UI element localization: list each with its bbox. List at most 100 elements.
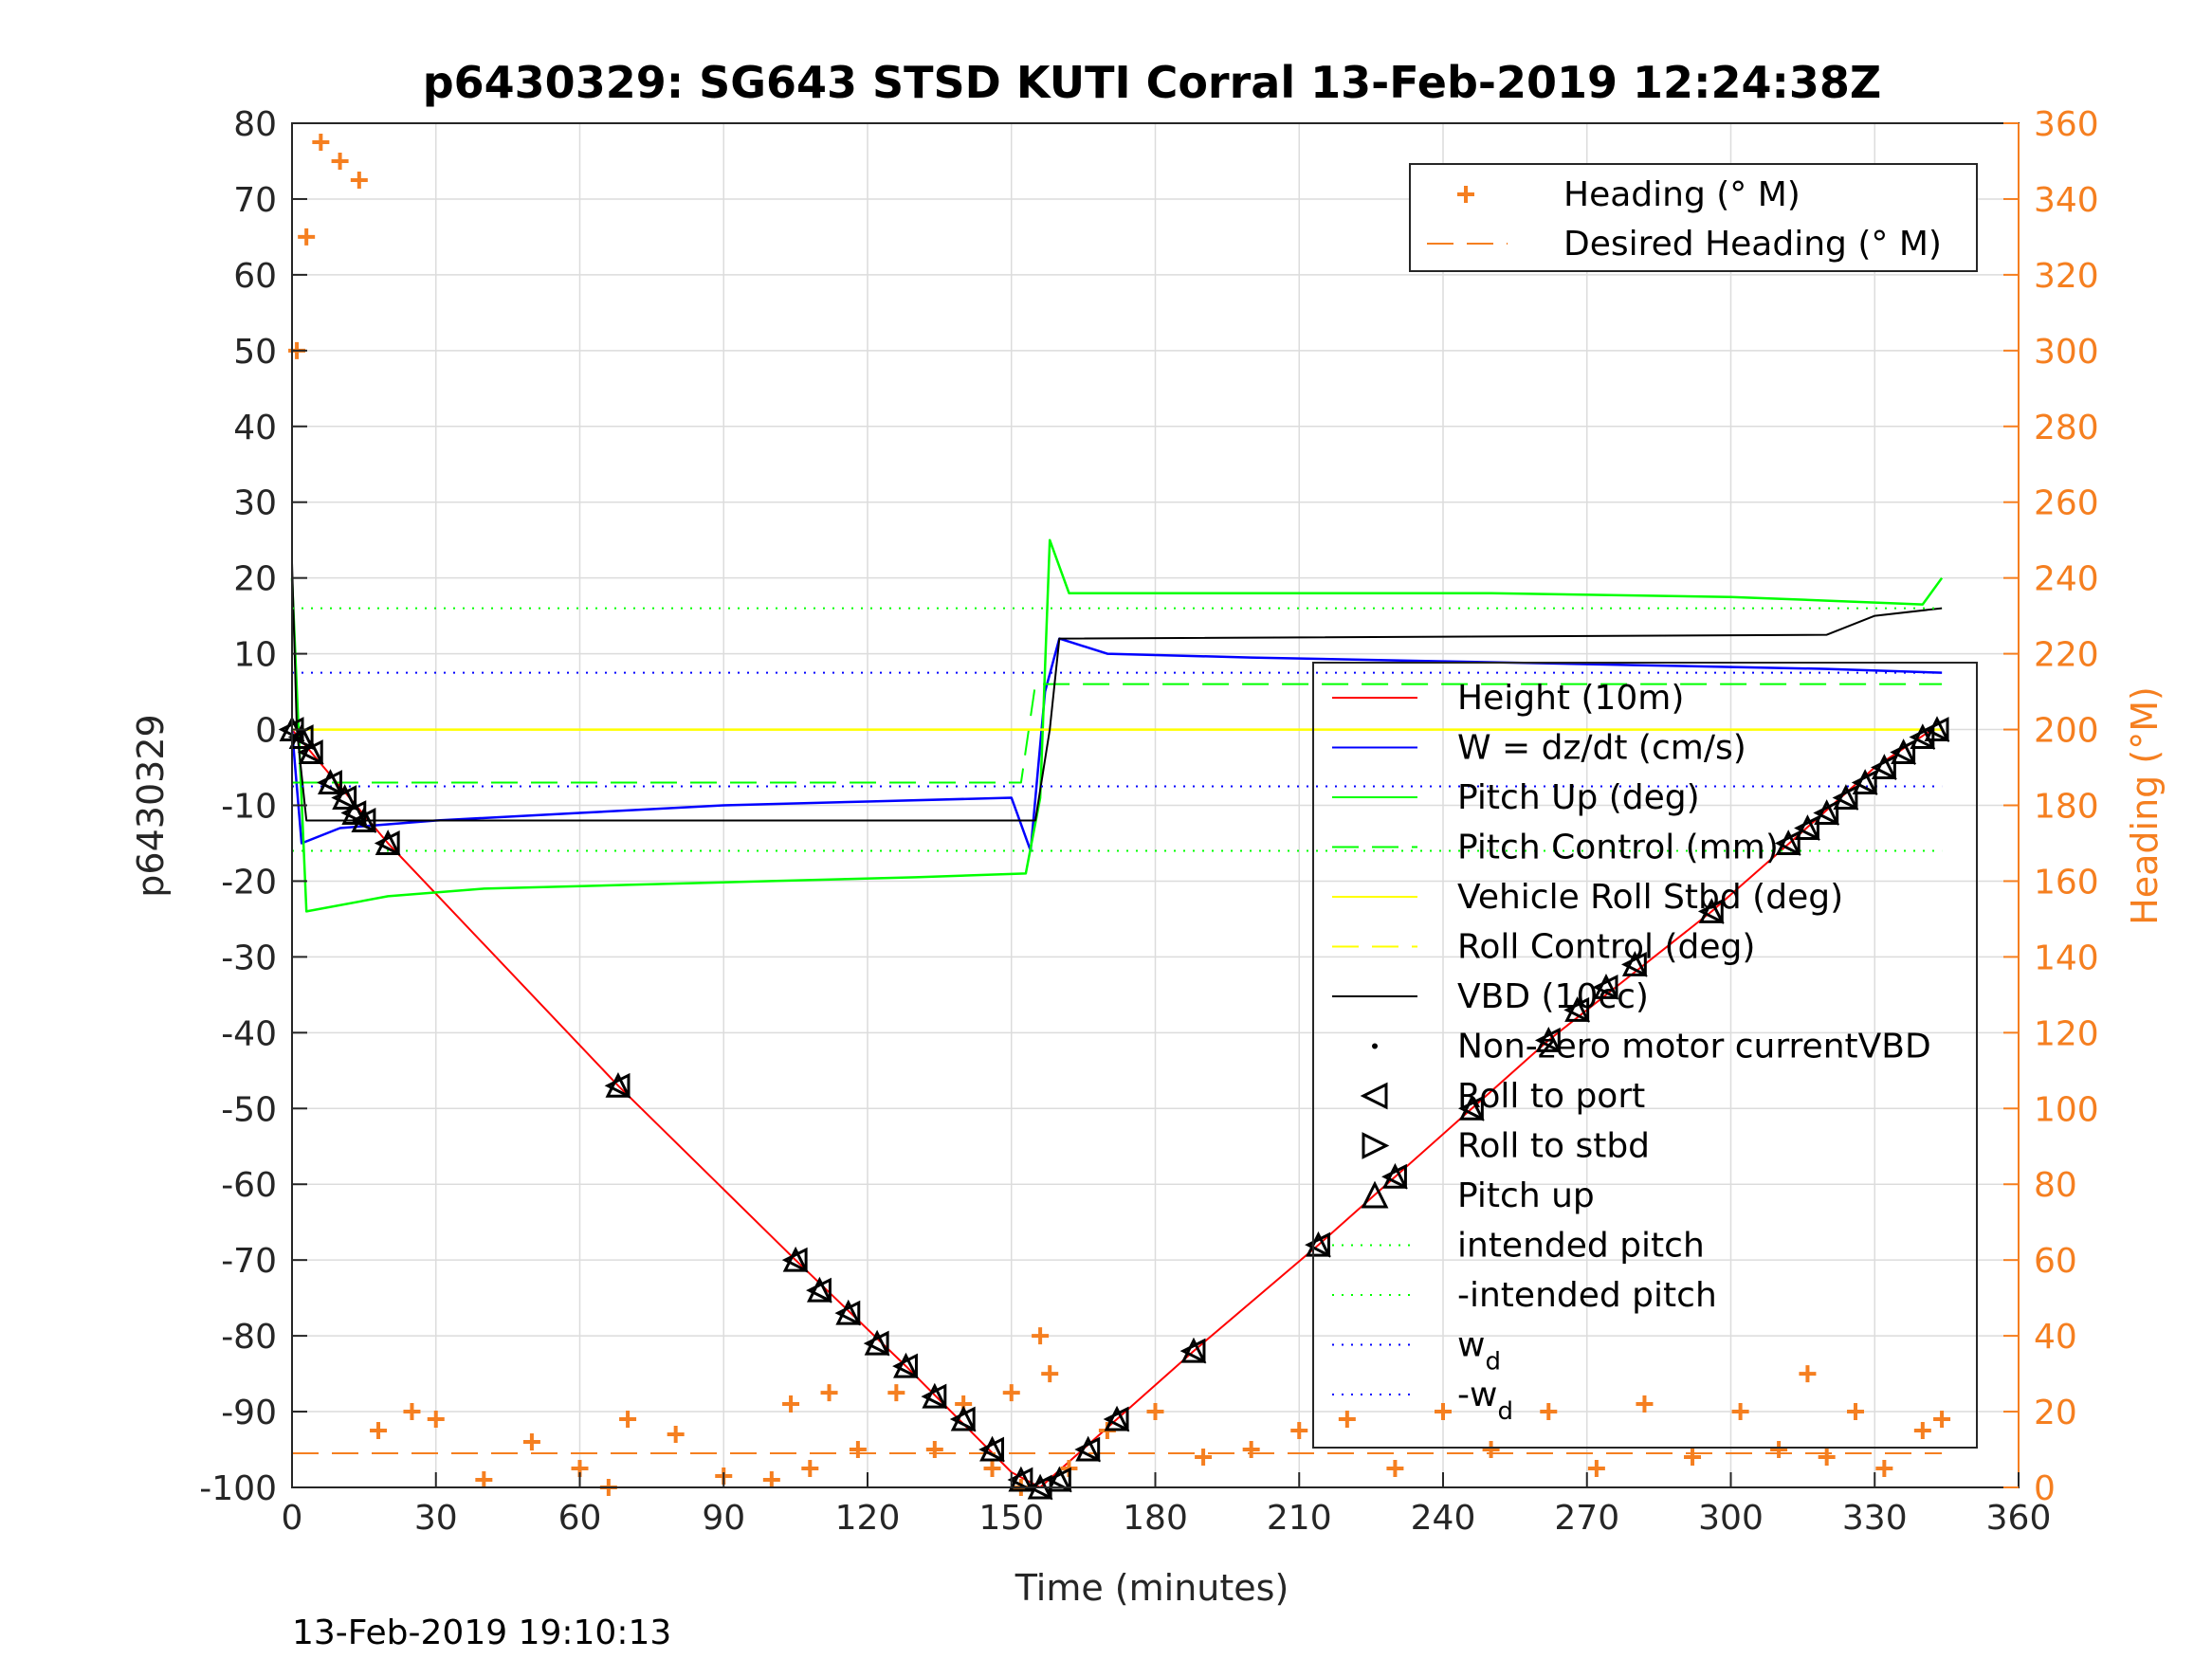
series-vbd-10cc xyxy=(291,562,1943,822)
marker-layer xyxy=(278,716,1950,1501)
dive-marker xyxy=(1103,1405,1130,1432)
roll-marker xyxy=(1871,755,1896,780)
x-tick-label: 120 xyxy=(835,1499,901,1538)
roll-marker xyxy=(1794,815,1819,841)
legend-entry-label: Pitch Up (deg) xyxy=(1457,778,1700,817)
pitch-up-marker xyxy=(864,1329,890,1356)
dive-marker xyxy=(1794,814,1820,841)
heading-point xyxy=(1847,1403,1865,1421)
dive-marker xyxy=(1697,898,1725,924)
legend-main-box xyxy=(1312,662,1978,1449)
y-left-tick-label: 30 xyxy=(233,484,277,523)
x-tick-label: 180 xyxy=(1123,1499,1188,1538)
y-right-tick-label: 300 xyxy=(2034,333,2099,372)
pitch-up-marker xyxy=(1924,716,1950,742)
y-right-tick-label: 360 xyxy=(2034,105,2099,144)
dive-marker xyxy=(374,830,401,856)
roll-marker xyxy=(1851,770,1877,795)
heading-point xyxy=(1242,1441,1260,1459)
heading-point xyxy=(849,1441,867,1459)
dive-marker xyxy=(1457,1094,1485,1121)
y-right-tick-label: 20 xyxy=(2034,1394,2077,1432)
y-left-tick-label: 80 xyxy=(233,105,277,144)
roll-marker xyxy=(921,1383,947,1410)
legend-entry-label: Roll to port xyxy=(1457,1077,1645,1116)
dive-marker xyxy=(1923,716,1950,742)
roll-marker xyxy=(1563,996,1590,1023)
pitch-up-marker xyxy=(1871,754,1897,780)
pitch-up-marker xyxy=(1381,1162,1408,1189)
y-left-tick-label: 0 xyxy=(255,712,277,751)
pitch-up-marker xyxy=(1046,1466,1072,1492)
heading-point xyxy=(1146,1403,1164,1421)
legend-entry-label: Non-zero motor currentVBD xyxy=(1457,1028,1931,1066)
dive-marker xyxy=(1045,1466,1072,1493)
x-tick-label: 330 xyxy=(1842,1499,1908,1538)
heading-point xyxy=(1041,1365,1059,1383)
y-left-tick-label: 70 xyxy=(233,181,277,220)
dive-marker xyxy=(331,784,358,811)
y-right-tick-label: 40 xyxy=(2034,1318,2077,1357)
y-left-tick-label: 10 xyxy=(233,636,277,675)
roll-marker xyxy=(1179,1338,1206,1364)
pitch-up-marker xyxy=(1852,769,1878,795)
heading-point xyxy=(1818,1449,1836,1467)
series-height-10m xyxy=(291,728,1933,1488)
legend-heading-symbol xyxy=(1457,186,1474,203)
roll-marker xyxy=(317,770,342,795)
roll-marker xyxy=(287,724,314,750)
heading-point xyxy=(298,228,316,246)
pitch-up-marker xyxy=(1180,1337,1207,1363)
legend-main: Height (10m) W = dz/dt (cm/s) Pitch Up (de… xyxy=(1312,662,1978,1449)
heading-point xyxy=(1386,1460,1404,1478)
roll-marker xyxy=(1774,830,1801,856)
dive-marker xyxy=(863,1329,890,1357)
dive-marker xyxy=(1592,974,1619,1000)
y-left-tick-label: -80 xyxy=(221,1318,277,1357)
roll-marker xyxy=(1457,1095,1484,1121)
pitch-up-marker xyxy=(1833,784,1859,811)
dive-marker xyxy=(1534,1026,1562,1053)
pitch-up-marker xyxy=(332,784,358,811)
roll-marker xyxy=(1074,1436,1101,1463)
dive-marker xyxy=(297,738,324,765)
x-tick-label: 60 xyxy=(558,1499,602,1538)
roll-marker xyxy=(1620,951,1647,977)
y-right-tick-label: 280 xyxy=(2034,409,2099,447)
pitch-up-marker xyxy=(1621,951,1648,976)
y-right-tick-label: 160 xyxy=(2034,863,2099,902)
roll-marker xyxy=(374,830,400,856)
heading-point xyxy=(887,1384,905,1402)
y-right-tick-label: 260 xyxy=(2034,484,2099,523)
pitch-up-marker xyxy=(806,1276,832,1303)
pitch-up-marker xyxy=(1775,830,1801,855)
pitch-up-marker xyxy=(1795,814,1820,840)
pitch-up-marker xyxy=(1535,1026,1562,1052)
plot-area: 0 30 60 90 120 150 180 210 240 270 300 330 360807060… xyxy=(199,105,2098,1538)
pitch-up-marker xyxy=(979,1435,1005,1462)
roll-marker xyxy=(834,1300,861,1326)
y-right-tick-label: 0 xyxy=(2034,1469,2056,1508)
legend-heading-box xyxy=(1409,163,1978,272)
heading-point xyxy=(925,1441,943,1459)
legend-triangle-right-symbol xyxy=(1362,1132,1390,1159)
axis-ticks: 0 30 60 90 120 150 180 210 240 270 300 330 360807060… xyxy=(199,105,2098,1538)
dive-marker xyxy=(949,1405,977,1432)
dive-marker xyxy=(1871,754,1897,780)
roll-marker xyxy=(806,1277,832,1304)
chart-title: p6430329: SG643 STSD KUTI Corral 13-Feb-… xyxy=(423,57,1882,108)
dive-marker xyxy=(1563,995,1591,1023)
dive-marker xyxy=(1774,830,1801,856)
y-right-tick-label: 180 xyxy=(2034,788,2099,827)
x-axis-label: Time (minutes) xyxy=(1015,1567,1289,1609)
pitch-up-marker xyxy=(351,807,377,832)
dive-marker xyxy=(1381,1162,1408,1190)
x-tick-label: 210 xyxy=(1267,1499,1332,1538)
dive-marker xyxy=(287,723,315,750)
y-left-tick-label: -30 xyxy=(221,939,277,977)
dive-marker xyxy=(978,1435,1005,1463)
dive-marker xyxy=(350,807,377,833)
heading-point xyxy=(350,171,368,189)
heading-point xyxy=(820,1384,838,1402)
roll-marker xyxy=(1890,739,1916,765)
